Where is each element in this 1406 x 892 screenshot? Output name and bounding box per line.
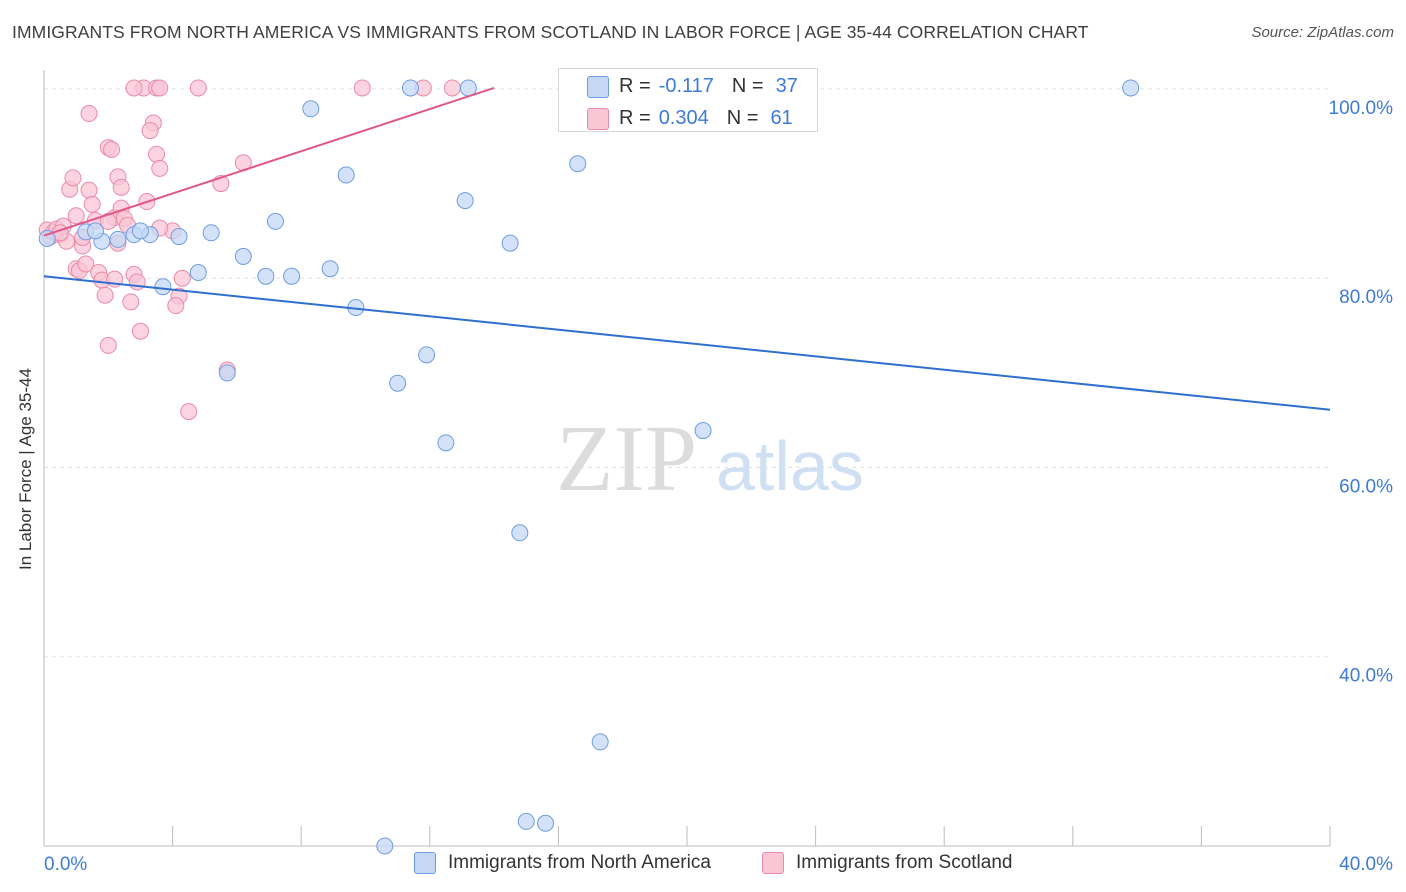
point-scotland xyxy=(80,105,98,123)
legend-r-label: R = xyxy=(619,74,651,97)
point-north-america xyxy=(337,166,355,184)
point-north-america xyxy=(537,814,555,832)
point-north-america xyxy=(591,733,609,751)
point-scotland xyxy=(96,286,114,304)
axes xyxy=(43,70,1331,847)
point-scotland xyxy=(80,181,98,199)
point-north-america xyxy=(218,364,236,382)
legend-swatch-scotland xyxy=(587,108,609,130)
point-scotland xyxy=(112,178,130,196)
point-scotland xyxy=(151,79,169,97)
legend-n-label: N = xyxy=(731,74,764,97)
point-north-america xyxy=(202,224,220,242)
point-north-america xyxy=(189,264,207,282)
point-north-america xyxy=(257,267,275,285)
point-north-america xyxy=(38,229,56,247)
y-tick-label: 80.0% xyxy=(1339,287,1393,308)
point-north-america xyxy=(266,212,284,230)
point-scotland xyxy=(83,195,101,213)
point-scotland xyxy=(151,159,169,177)
point-north-america xyxy=(517,812,535,830)
point-scotland xyxy=(141,122,159,140)
north-america-points xyxy=(38,79,1140,855)
point-scotland xyxy=(64,169,82,187)
legend-swatch-north-america xyxy=(587,76,609,98)
point-north-america xyxy=(569,155,587,173)
legend-r-value: 0.304 xyxy=(658,106,709,129)
point-north-america xyxy=(694,422,712,440)
x-tick-label-min: 0.0% xyxy=(44,854,87,875)
point-scotland xyxy=(189,79,207,97)
legend-swatch-north-america xyxy=(414,852,436,874)
point-scotland xyxy=(173,269,191,287)
point-scotland xyxy=(128,273,146,291)
point-scotland xyxy=(99,336,117,354)
legend-n-label: N = xyxy=(726,106,759,129)
point-north-america xyxy=(170,228,188,246)
point-scotland xyxy=(180,403,198,421)
trend-line-north-america xyxy=(43,275,1331,411)
point-scotland xyxy=(148,145,166,163)
grid-lines xyxy=(44,88,1330,658)
legend-row-scotland: R = 0.304 N = 61 xyxy=(619,106,793,130)
tick-labels: 40.0% 60.0% 80.0% 100.0% 0.0% 40.0% xyxy=(44,98,1393,875)
legend-label-north-america: Immigrants from North America xyxy=(448,852,711,873)
point-north-america xyxy=(437,434,455,452)
legend-r-label: R = xyxy=(619,106,651,129)
point-scotland xyxy=(125,79,143,97)
legend-row-north-america: R = -0.117 N = 37 xyxy=(619,74,798,98)
point-north-america xyxy=(283,267,301,285)
watermark-atlas: atlas xyxy=(716,427,864,505)
x-tick-label-max: 40.0% xyxy=(1339,854,1393,875)
point-north-america xyxy=(418,346,436,364)
stats-legend: R = -0.117 N = 37 R = 0.304 N = 61 xyxy=(558,68,818,132)
point-north-america xyxy=(234,247,252,265)
point-north-america xyxy=(456,192,474,210)
point-north-america xyxy=(376,837,394,855)
trend-lines xyxy=(43,87,1331,411)
watermark: ZIP atlas xyxy=(556,407,864,511)
point-north-america xyxy=(302,100,320,118)
point-north-america xyxy=(154,278,172,296)
point-north-america xyxy=(402,79,420,97)
point-scotland xyxy=(131,322,149,340)
point-north-america xyxy=(86,222,104,240)
legend-item-north-america: Immigrants from North America xyxy=(414,852,711,874)
legend-r-value: -0.117 xyxy=(658,74,714,97)
point-scotland xyxy=(67,207,85,225)
legend-label-scotland: Immigrants from Scotland xyxy=(796,852,1013,873)
point-north-america xyxy=(1122,79,1140,97)
legend-swatch-scotland xyxy=(762,852,784,874)
point-scotland xyxy=(77,255,95,273)
y-tick-label: 100.0% xyxy=(1329,98,1394,119)
y-tick-label: 60.0% xyxy=(1339,476,1393,497)
watermark-zip: ZIP xyxy=(556,407,697,511)
point-north-america xyxy=(501,234,519,252)
point-scotland xyxy=(443,79,461,97)
point-scotland xyxy=(103,140,121,158)
point-scotland xyxy=(99,212,117,230)
point-north-america xyxy=(511,524,529,542)
source-label: Source: ZipAtlas.com xyxy=(1251,24,1394,41)
legend-n-value: 37 xyxy=(775,74,798,97)
scotland-points xyxy=(38,79,461,421)
point-north-america xyxy=(321,260,339,278)
legend-n-value: 61 xyxy=(770,106,793,129)
chart-title: IMMIGRANTS FROM NORTH AMERICA VS IMMIGRA… xyxy=(12,22,1089,42)
point-north-america xyxy=(389,374,407,392)
y-axis-label: In Labor Force | Age 35-44 xyxy=(16,368,35,570)
point-scotland xyxy=(122,293,140,311)
legend-item-scotland: Immigrants from Scotland xyxy=(762,852,1012,874)
point-north-america xyxy=(131,222,149,240)
trend-line-scotland xyxy=(43,87,495,237)
point-scotland xyxy=(167,297,185,315)
y-tick-label: 40.0% xyxy=(1339,666,1393,687)
point-scotland xyxy=(353,79,371,97)
point-north-america xyxy=(109,230,127,248)
